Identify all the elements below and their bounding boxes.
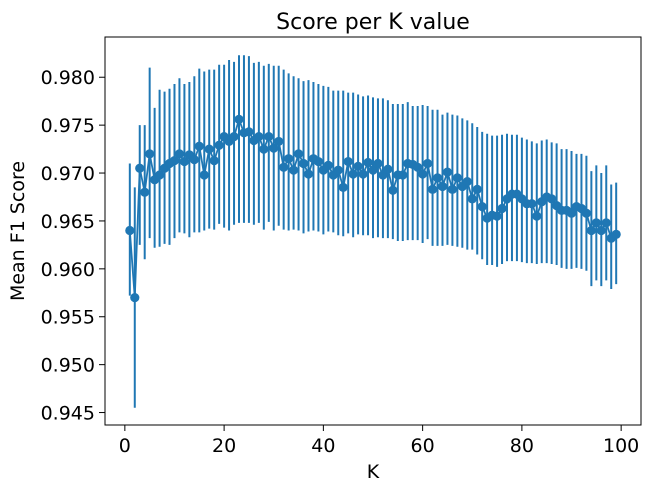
y-tick-label: 0.950 (41, 355, 95, 377)
data-point (447, 184, 458, 194)
data-point (547, 194, 557, 204)
data-point (437, 181, 448, 192)
data-point (338, 182, 348, 193)
data-point (288, 165, 299, 175)
data-point (323, 160, 333, 170)
data-point (204, 144, 214, 154)
data-point (209, 155, 219, 166)
data-point (298, 158, 309, 169)
data-point (591, 218, 601, 228)
y-axis-label: Mean F1 Score (7, 161, 29, 301)
data-point (348, 169, 358, 179)
error-bars (128, 55, 618, 408)
y-tick-label: 0.965 (41, 211, 95, 233)
data-point (363, 157, 373, 168)
data-point (413, 162, 423, 172)
data-point (274, 136, 284, 147)
data-point (145, 149, 155, 159)
x-tick-label: 100 (603, 435, 639, 457)
chart-title: Score per K value (276, 10, 470, 35)
data-point (259, 144, 269, 154)
data-point (581, 208, 592, 218)
data-point (383, 164, 393, 174)
data-point (264, 132, 274, 142)
x-tick-label: 20 (212, 435, 236, 457)
data-point (234, 114, 244, 124)
data-point (199, 170, 209, 180)
data-point (398, 170, 408, 180)
x-tick-label: 40 (311, 435, 335, 457)
data-point (472, 184, 482, 194)
data-point (140, 187, 150, 197)
data-point (269, 143, 279, 153)
data-point (135, 163, 145, 173)
series-points (125, 114, 621, 303)
data-point (492, 211, 502, 221)
data-point (527, 199, 537, 209)
x-axis-ticks: 0 20 40 60 80 100 (119, 425, 639, 457)
y-axis-ticks: 0.945 0.950 0.955 0.960 0.965 0.970 0.975 0.980 (41, 67, 105, 425)
data-point (497, 203, 507, 214)
y-tick-label: 0.980 (41, 67, 95, 89)
data-point (368, 165, 378, 175)
x-axis-label: K (367, 461, 380, 483)
data-point (284, 154, 294, 164)
data-point (422, 158, 433, 169)
data-point (586, 225, 596, 236)
data-point (229, 132, 239, 142)
data-point (244, 127, 254, 137)
data-point (611, 229, 621, 239)
data-point (566, 208, 577, 218)
data-point (432, 173, 443, 183)
x-tick-label: 0 (119, 435, 131, 457)
y-tick-label: 0.975 (41, 115, 95, 137)
data-point (130, 292, 140, 303)
data-point (353, 161, 363, 171)
data-point (388, 185, 398, 195)
data-point (333, 165, 343, 175)
data-point (125, 225, 135, 236)
plot-frame (104, 36, 642, 426)
data-point (303, 169, 314, 179)
data-point (452, 173, 462, 183)
data-point (532, 211, 542, 221)
data-point (279, 162, 289, 172)
data-point (601, 218, 611, 228)
y-tick-label: 0.945 (41, 403, 95, 425)
data-point (596, 225, 606, 236)
data-point (442, 167, 453, 177)
data-point (467, 194, 477, 204)
data-point (358, 169, 368, 179)
data-point (427, 184, 438, 194)
data-point (313, 156, 324, 167)
data-point (373, 158, 383, 169)
data-point (169, 155, 180, 166)
data-point (214, 140, 224, 150)
data-point (293, 149, 304, 159)
data-point (477, 201, 487, 212)
data-point (343, 156, 353, 167)
data-point (194, 141, 204, 151)
y-tick-label: 0.955 (41, 307, 95, 329)
data-point (179, 156, 190, 167)
data-point (418, 169, 428, 179)
data-point (174, 149, 185, 159)
data-point (254, 132, 264, 142)
y-tick-label: 0.960 (41, 259, 95, 281)
x-tick-label: 60 (411, 435, 435, 457)
data-point (189, 155, 199, 165)
x-tick-label: 80 (510, 435, 534, 457)
y-tick-label: 0.970 (41, 163, 95, 185)
data-point (154, 170, 165, 180)
data-point (462, 177, 472, 187)
